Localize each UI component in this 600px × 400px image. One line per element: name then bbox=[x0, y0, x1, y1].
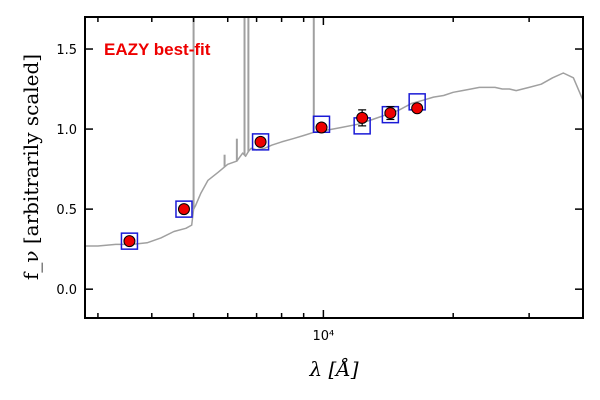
x-axis-title: λ [Å] bbox=[308, 356, 358, 381]
annotation-label: EAZY best-fit bbox=[104, 40, 211, 59]
plot-overlay bbox=[120, 93, 426, 250]
observed-point bbox=[123, 235, 136, 248]
y-tick-label: 1.5 bbox=[56, 43, 77, 58]
y-tick-label: 1.0 bbox=[56, 123, 77, 138]
model-photometry-square bbox=[120, 232, 139, 250]
y-axis-title: f_ν [arbitrarily scaled] bbox=[19, 54, 43, 280]
plot-frame bbox=[84, 16, 584, 319]
observed-point bbox=[356, 111, 369, 124]
model-spectrum-line bbox=[85, 72, 583, 247]
observed-point bbox=[177, 203, 190, 216]
y-tick-label: 0.0 bbox=[56, 283, 77, 298]
plot-area bbox=[85, 17, 583, 247]
observed-point bbox=[254, 135, 267, 148]
observed-point bbox=[384, 107, 397, 120]
axis-ticks: 0.0 0.5 1.0 1.5 10⁴ bbox=[56, 17, 584, 344]
model-photometry-square bbox=[251, 133, 270, 151]
x-tick-label: 10⁴ bbox=[313, 329, 335, 344]
y-tick-label: 0.5 bbox=[56, 203, 77, 218]
observed-point bbox=[411, 102, 424, 115]
observed-point bbox=[315, 121, 328, 134]
model-photometry-square bbox=[175, 200, 193, 218]
